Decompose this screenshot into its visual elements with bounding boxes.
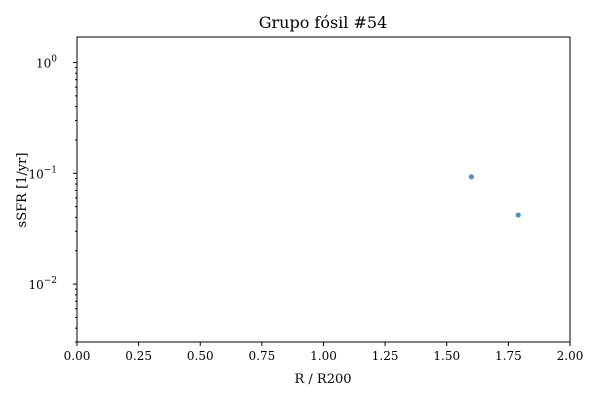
- y-tick-label: 100: [36, 55, 57, 71]
- x-tick-label: 1.00: [310, 349, 337, 363]
- x-tick-label: 0.50: [187, 349, 214, 363]
- x-tick-label: 0.25: [125, 349, 152, 363]
- chart-title: Grupo fósil #54: [259, 13, 388, 32]
- plot-frame: [76, 36, 571, 343]
- x-tick-label: 1.50: [433, 349, 460, 363]
- data-point: [515, 212, 521, 218]
- x-tick-label: 0.00: [64, 349, 91, 363]
- data-point: [468, 174, 474, 180]
- plot-area: 0.00 0.25 0.50 0.75 1.00 1.25 1.50 1.75 2.00 100 1…: [28, 36, 584, 363]
- x-tick-label: 1.75: [495, 349, 522, 363]
- y-tick-label: 10−1: [28, 165, 57, 181]
- x-tick-label: 1.25: [372, 349, 399, 363]
- x-tick-label: 0.75: [249, 349, 276, 363]
- x-tick-label: 2.00: [557, 349, 584, 363]
- y-axis-label: sSFR [1/yr]: [15, 153, 30, 228]
- x-axis-label: R / R200: [294, 372, 351, 387]
- y-tick-label: 10−2: [28, 276, 57, 292]
